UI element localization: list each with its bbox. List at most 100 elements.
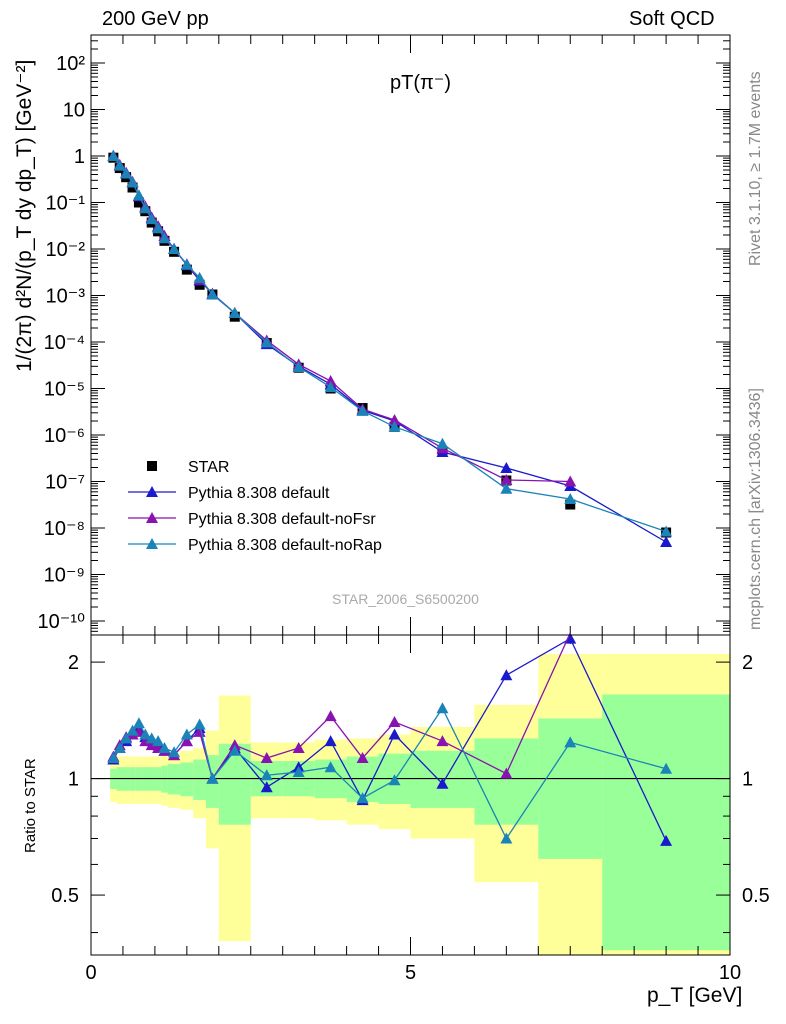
data-point: [126, 176, 139, 188]
data-point: [133, 197, 144, 208]
y-tick-label: 10⁻⁵: [44, 378, 85, 400]
ratio-data-point: [193, 718, 206, 730]
ratio-data-point: [292, 741, 305, 753]
main-plot-frame: [90, 34, 731, 636]
y-tick-label: 10⁻⁸: [44, 518, 85, 540]
data-point: [565, 499, 576, 510]
ratio-y-axis-title: Ratio to STAR: [22, 758, 39, 853]
ratio-plot-frame: [90, 634, 731, 956]
ratio-data-point: [436, 735, 449, 747]
y-tick-label: 1: [74, 146, 85, 168]
ratio-data-point: [660, 762, 673, 774]
band-green-segment: [474, 738, 539, 825]
legend: STAR Pythia 8.308 default Pythia 8.308 def…: [128, 459, 382, 554]
data-point: [206, 288, 219, 300]
ratio-data-point: [388, 716, 401, 728]
ratio-data-point: [152, 735, 165, 747]
ratio-y-tick-label: 0.5: [51, 885, 79, 907]
ratio-data-point: [158, 741, 171, 753]
legend-marker: [146, 538, 158, 549]
ratio-data-point: [500, 767, 513, 779]
ratio-data-point: [324, 735, 337, 747]
ratio-y-tick-label-right: 2: [742, 652, 753, 674]
data-point: [145, 213, 158, 225]
analysis-reference: STAR_2006_S6500200: [332, 591, 479, 607]
band-green-segment: [602, 694, 730, 951]
data-point: [228, 307, 241, 319]
ratio-data-point: [228, 739, 241, 751]
ratio-data-point: [324, 710, 337, 722]
legend-label: Pythia 8.308 default-noFsr: [188, 511, 376, 528]
ratio-data-point: [500, 669, 513, 681]
ratio-data-point: [126, 724, 139, 736]
legend-marker: [146, 512, 158, 523]
legend-marker: [146, 486, 158, 497]
data-point: [152, 222, 165, 234]
y-tick-label: 10⁻¹⁰: [38, 611, 85, 633]
data-point: [260, 336, 273, 348]
ratio-data-point: [388, 728, 401, 740]
rivet-version-label: Rivet 3.1.10, ≥ 1.7M events: [747, 71, 764, 266]
ratio-data-point: [436, 702, 449, 714]
y-tick-label: 10⁻⁴: [44, 332, 85, 354]
ratio-uncertainty-bands: [110, 653, 730, 955]
ratio-data-point: [260, 769, 273, 781]
data-point: [500, 482, 513, 494]
ratio-data-point: [145, 732, 158, 744]
band-green-segment: [167, 764, 181, 795]
data-point: [324, 374, 337, 386]
header-left: 200 GeV pp: [102, 8, 209, 30]
ratio-y-tick-label: 2: [68, 652, 79, 674]
y-tick-label: 10⁻⁷: [45, 472, 85, 494]
legend-label: STAR: [188, 459, 229, 476]
ratio-data-point: [132, 717, 145, 729]
plot-title: pT(π⁻): [390, 72, 452, 94]
data-point: [356, 404, 369, 416]
ratio-data-point: [139, 728, 152, 740]
legend-label: Pythia 8.308 default: [188, 485, 330, 502]
data-point: [107, 149, 120, 161]
y-tick-label: 10⁻¹: [46, 192, 86, 214]
band-green-segment: [218, 743, 251, 825]
data-point: [500, 473, 513, 485]
y-tick-label: 10⁻³: [46, 285, 86, 307]
ratio-data-point: [228, 744, 241, 756]
series-line: [112, 155, 571, 483]
data-point: [500, 462, 513, 474]
data-point: [564, 475, 577, 487]
x-tick-label: 10: [719, 962, 741, 984]
ratio-data-point: [113, 741, 126, 753]
data-point: [158, 232, 171, 244]
y-tick-label: 10⁻⁶: [44, 425, 85, 447]
y-tick-label: 10²: [56, 53, 85, 75]
ratio-data-point: [260, 781, 273, 793]
ratio-data-point: [120, 732, 133, 744]
y-tick-label: 10: [63, 99, 85, 121]
ratio-y-tick-label: 1: [68, 769, 79, 791]
main-plot-series: [107, 149, 673, 547]
main-plot-ticks: 10⁻¹⁰ 10⁻⁹ 10⁻⁸ 10⁻⁷ 10⁻⁶ 10⁻⁵ 10⁻⁴ 10⁻³ 10⁻² 10⁻…: [38, 34, 731, 635]
data-point: [436, 437, 449, 449]
ratio-y-tick-label-right: 0.5: [742, 885, 770, 907]
ratio-data-point: [180, 728, 193, 740]
data-point: [127, 182, 138, 193]
x-tick-label: 0: [85, 962, 96, 984]
ratio-data-point: [324, 761, 337, 773]
band-green-segment: [193, 759, 207, 801]
data-point: [132, 189, 145, 201]
data-point: [292, 360, 305, 372]
data-point: [113, 159, 126, 171]
data-point: [660, 535, 673, 547]
ratio-data-point: [356, 792, 369, 804]
data-point: [564, 493, 577, 505]
ratio-data-point: [388, 774, 401, 786]
ratio-data-point: [168, 746, 181, 758]
ratio-plot-ticks: 0.5 0.5 1 1 2 2 0 5 10: [51, 635, 770, 984]
ratio-data-point: [660, 834, 673, 846]
data-point: [168, 242, 181, 254]
legend-marker: [147, 461, 157, 471]
mcplots-label: mcplots.cern.ch [arXiv:1306.3436]: [747, 388, 764, 630]
ratio-data-point: [356, 752, 369, 764]
data-point: [388, 414, 401, 426]
